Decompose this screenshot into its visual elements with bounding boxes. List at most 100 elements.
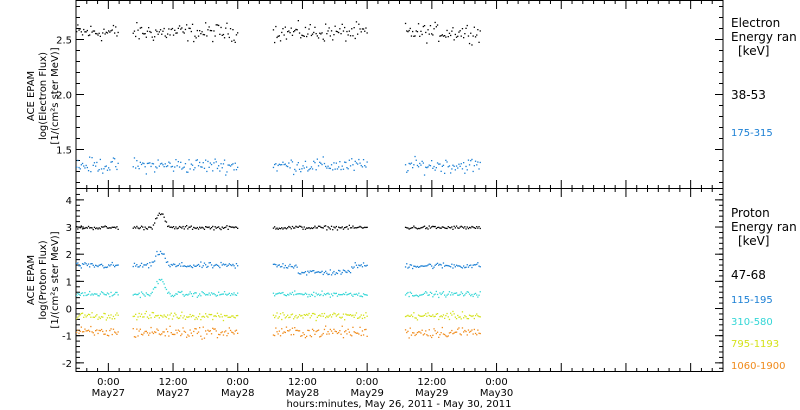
data-point	[117, 294, 119, 296]
data-point	[91, 227, 93, 229]
data-point	[425, 31, 427, 34]
data-point	[183, 315, 185, 317]
data-point	[191, 335, 194, 337]
data-point	[109, 31, 111, 33]
data-point	[143, 332, 145, 334]
data-point	[413, 332, 415, 334]
data-point	[213, 229, 215, 231]
data-point	[143, 316, 145, 318]
data-point	[231, 264, 233, 267]
data-point	[423, 333, 426, 335]
data-point	[314, 333, 316, 335]
data-point	[409, 291, 411, 293]
data-point	[274, 295, 276, 297]
data-point	[188, 335, 190, 337]
data-point	[235, 315, 238, 317]
data-point	[106, 317, 109, 319]
data-point	[235, 263, 238, 265]
data-point	[466, 334, 468, 336]
data-point	[281, 31, 283, 34]
data-point	[176, 32, 178, 34]
data-point	[408, 228, 410, 230]
data-point	[364, 329, 366, 331]
data-point	[433, 165, 435, 168]
data-point	[366, 161, 368, 163]
data-point	[434, 169, 436, 171]
data-point	[142, 334, 144, 336]
data-point	[351, 266, 353, 268]
data-point	[139, 161, 141, 163]
data-point	[216, 226, 219, 229]
data-point	[310, 336, 313, 338]
data-point	[422, 334, 424, 336]
data-point	[407, 314, 409, 316]
data-point	[105, 165, 107, 167]
data-point	[199, 313, 201, 315]
data-point	[284, 163, 286, 165]
data-point	[284, 294, 286, 296]
data-point	[190, 30, 192, 33]
data-point	[210, 227, 213, 229]
data-point	[466, 264, 468, 266]
data-point	[288, 316, 290, 319]
data-point	[296, 226, 298, 228]
data-point	[98, 295, 100, 297]
data-point	[306, 35, 308, 38]
data-point	[100, 263, 103, 265]
data-point	[274, 226, 276, 228]
data-point	[116, 333, 118, 335]
data-point	[227, 264, 229, 266]
data-point	[87, 313, 90, 315]
data-point	[435, 263, 437, 265]
data-point	[152, 288, 155, 290]
data-point	[336, 314, 339, 316]
data-point	[416, 319, 419, 321]
data-point	[193, 226, 195, 229]
data-point	[341, 165, 343, 167]
data-point	[111, 318, 113, 320]
data-point	[180, 265, 182, 267]
data-point	[115, 26, 117, 28]
data-point	[422, 226, 424, 228]
data-point	[197, 315, 200, 318]
data-point	[464, 33, 466, 35]
data-point	[446, 29, 448, 32]
data-point	[479, 161, 481, 164]
data-point	[465, 228, 467, 230]
data-point	[111, 295, 113, 297]
data-point	[282, 332, 284, 334]
data-point	[158, 278, 160, 281]
data-point	[295, 28, 297, 31]
data-point	[116, 291, 118, 294]
data-point	[114, 318, 116, 320]
data-point	[212, 170, 214, 172]
data-point	[308, 28, 310, 30]
data-point	[429, 335, 432, 337]
data-point	[289, 329, 291, 331]
data-point	[95, 315, 97, 317]
data-point	[140, 225, 143, 227]
data-point	[311, 270, 314, 272]
data-point	[345, 40, 347, 42]
data-point	[295, 329, 297, 332]
data-point	[172, 34, 175, 36]
data-point	[366, 264, 368, 266]
data-point	[316, 35, 318, 37]
data-point	[472, 333, 474, 335]
data-point	[169, 325, 171, 327]
data-point	[142, 162, 144, 164]
data-point	[470, 315, 472, 317]
data-point	[103, 333, 105, 335]
data-point	[132, 166, 134, 168]
data-point	[307, 33, 309, 35]
data-point	[444, 227, 446, 229]
x-tick-time-label: 12:00	[288, 377, 317, 388]
data-point	[452, 27, 454, 29]
data-point	[156, 328, 158, 330]
data-point	[479, 316, 481, 318]
data-point	[232, 29, 234, 31]
data-point	[196, 264, 198, 266]
data-point	[93, 316, 96, 318]
data-point	[279, 266, 282, 268]
data-point	[288, 30, 290, 32]
